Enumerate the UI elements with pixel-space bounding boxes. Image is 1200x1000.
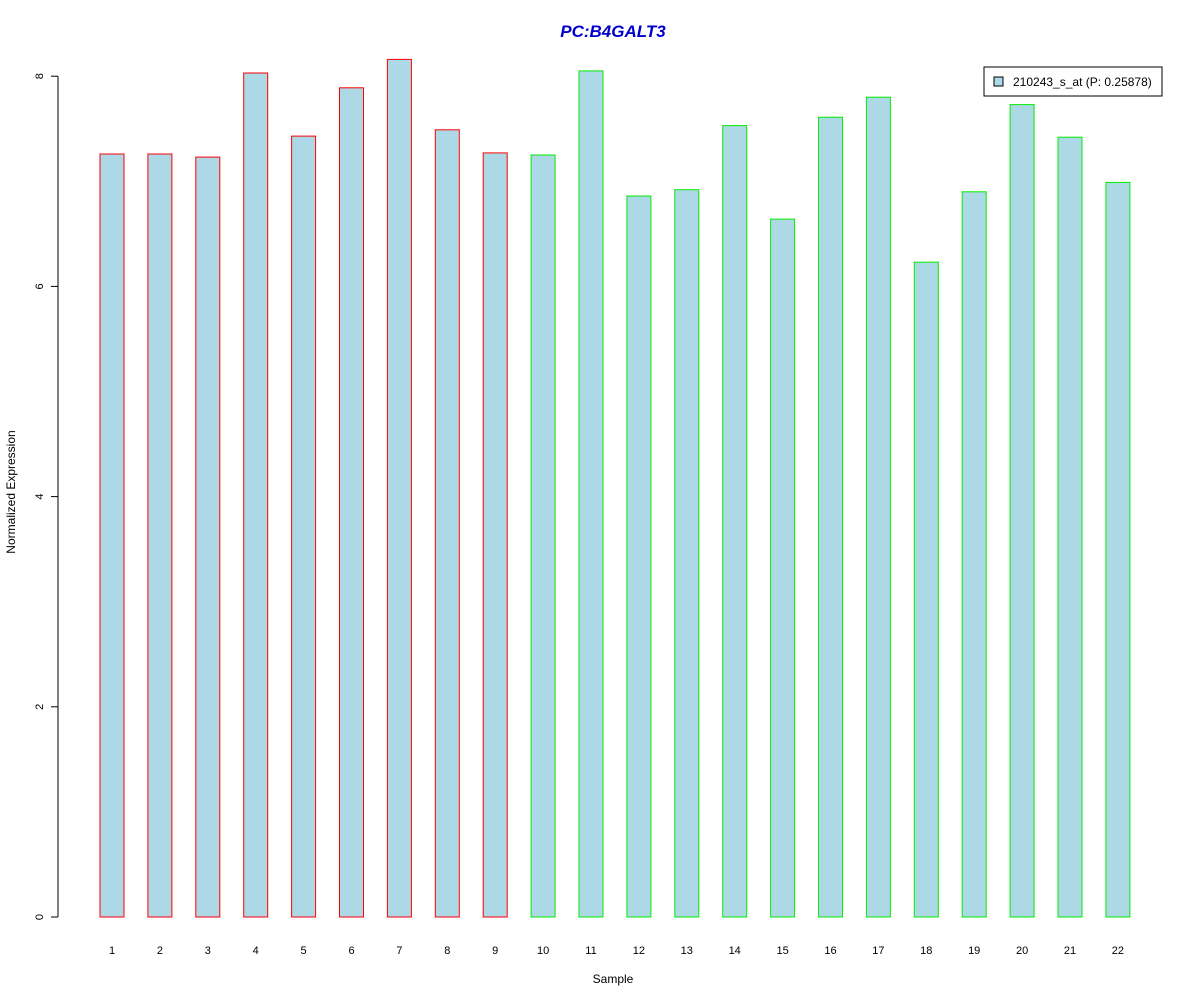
x-tick-label: 19	[968, 945, 980, 957]
bar-sample-15	[770, 218, 796, 918]
bar-sample-13	[674, 189, 700, 918]
x-tick-label: 1	[109, 945, 115, 957]
chart-title: PC:B4GALT3	[560, 22, 666, 41]
x-tick-label: 3	[205, 945, 211, 957]
x-axis-label: Sample	[593, 972, 634, 986]
x-tick-label: 17	[872, 945, 884, 957]
x-tick-label: 6	[348, 945, 354, 957]
y-tick-label: 8	[34, 73, 46, 79]
bar-sample-6	[339, 87, 364, 918]
bar-sample-10	[530, 154, 556, 918]
y-tick-label: 2	[34, 704, 46, 710]
y-tick-label: 4	[34, 494, 46, 500]
x-tick-label: 10	[537, 945, 549, 957]
y-axis-label: Normalized Expression	[4, 430, 18, 553]
x-tick-label: 15	[776, 945, 788, 957]
x-tick-label: 16	[824, 945, 836, 957]
bar-sample-20	[1009, 104, 1035, 918]
bar-sample-3	[195, 156, 221, 918]
x-tick-label: 5	[301, 945, 307, 957]
bars	[99, 58, 1131, 918]
legend-entry: 210243_s_at (P: 0.25878)	[1013, 75, 1152, 89]
bar-sample-9	[482, 152, 508, 918]
y-tick-label: 6	[34, 283, 46, 289]
bar-sample-21	[1057, 136, 1083, 918]
y-tick-label: 0	[34, 914, 46, 920]
x-axis: 1 2 3 4 5 6 7 8 9 10 11 12 13 14 15 16 17 18 19 20 21 22	[109, 945, 1124, 957]
x-tick-label: 20	[1016, 945, 1028, 957]
x-tick-label: 9	[492, 945, 498, 957]
legend-box	[983, 66, 1163, 97]
bar-sample-18	[913, 261, 939, 918]
bar-sample-16	[818, 116, 843, 918]
bar-sample-8	[434, 129, 460, 918]
x-tick-label: 22	[1112, 945, 1124, 957]
x-tick-label: 7	[396, 945, 402, 957]
y-axis: 0 2 4 6 8	[34, 73, 59, 920]
bar-sample-5	[291, 135, 317, 918]
bar-sample-12	[626, 195, 652, 918]
bar-sample-2	[147, 153, 173, 918]
x-tick-label: 12	[633, 945, 645, 957]
x-tick-label: 8	[444, 945, 450, 957]
x-tick-label: 11	[585, 945, 596, 957]
bar-sample-1	[99, 153, 125, 918]
bar-sample-14	[722, 125, 748, 918]
bar-sample-22	[1105, 181, 1131, 918]
bar-sample-4	[243, 72, 269, 918]
bar-sample-7	[386, 58, 412, 918]
x-tick-label: 14	[729, 945, 741, 957]
x-tick-label: 21	[1064, 945, 1076, 957]
legend: 210243_s_at (P: 0.25878)	[983, 66, 1163, 97]
legend-swatch	[993, 76, 1004, 87]
x-tick-label: 2	[157, 945, 163, 957]
x-tick-label: 4	[253, 945, 259, 957]
x-tick-label: 13	[681, 945, 693, 957]
bar-sample-11	[578, 70, 604, 918]
bar-sample-19	[961, 191, 987, 918]
bar-sample-17	[865, 96, 891, 918]
x-tick-label: 18	[920, 945, 932, 957]
